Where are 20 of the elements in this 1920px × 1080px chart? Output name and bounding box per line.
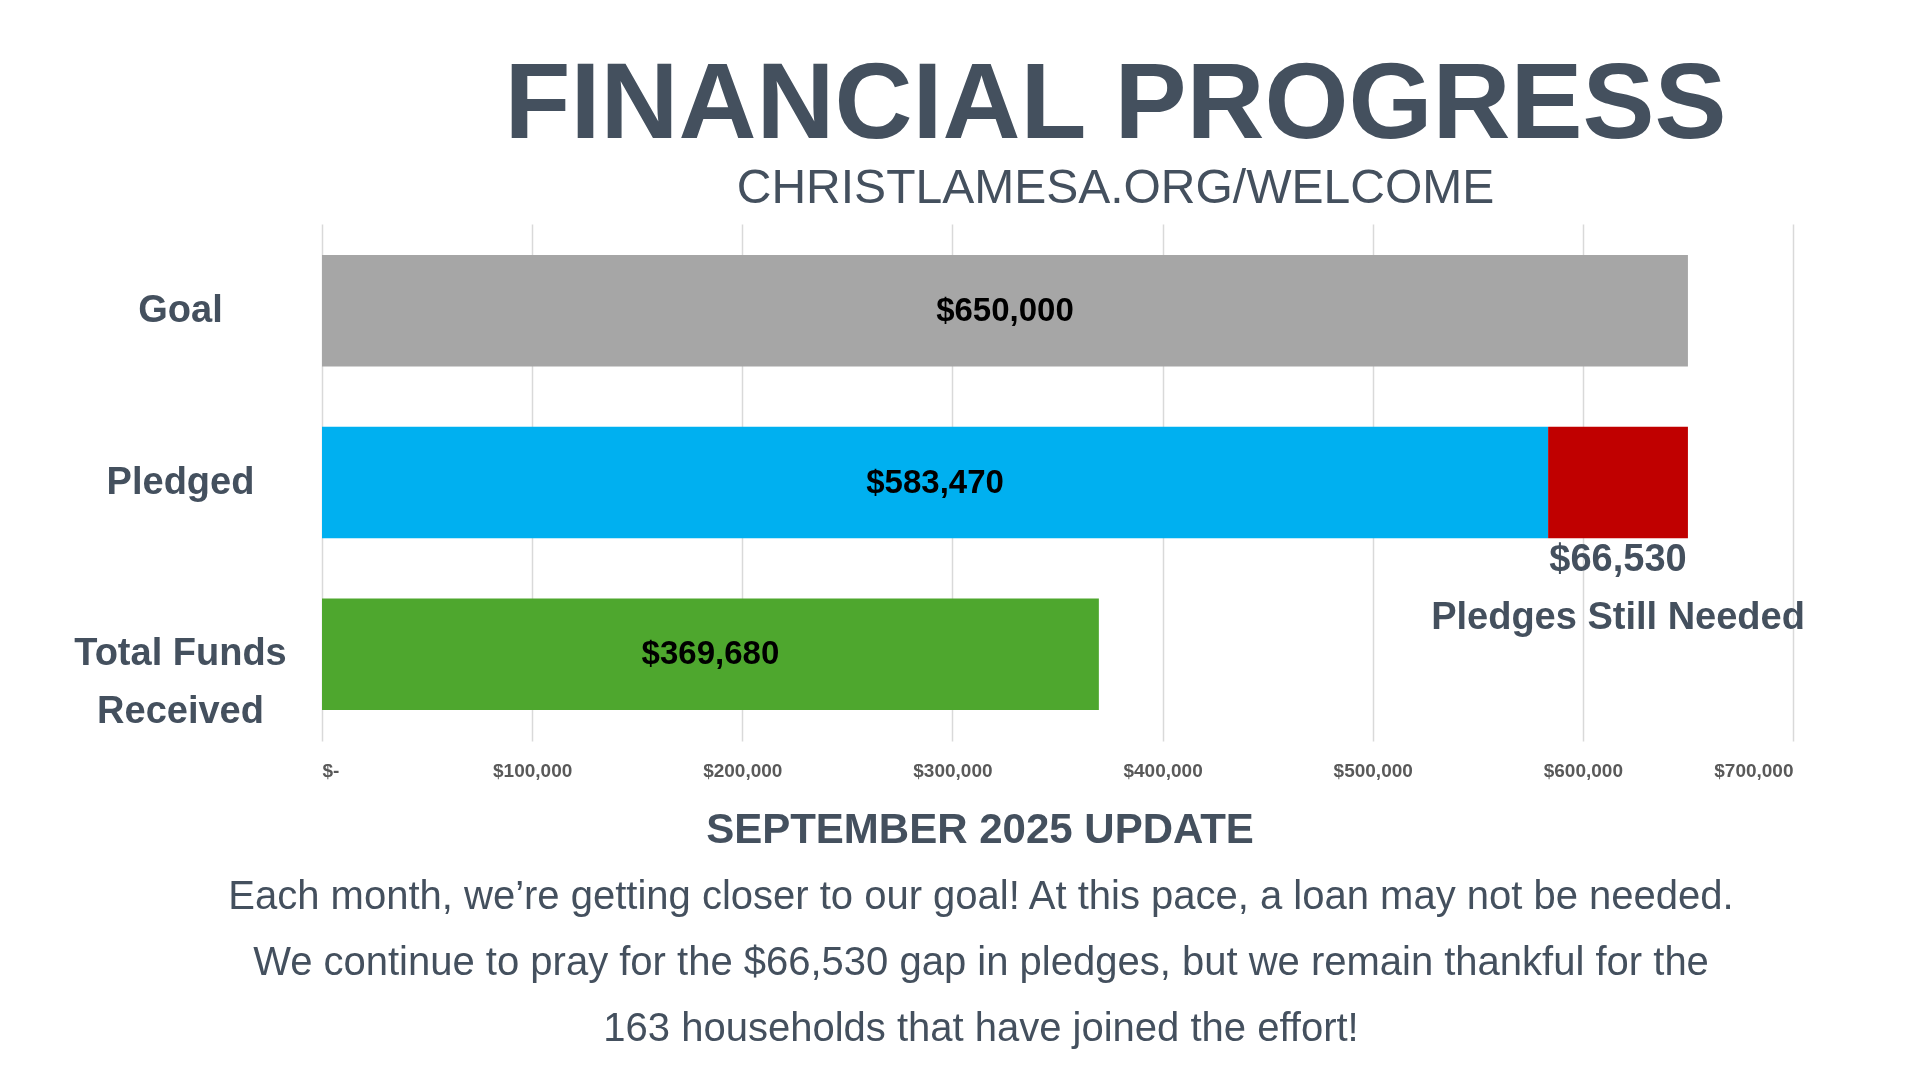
data-label: $66,530 — [1549, 536, 1687, 579]
y-tick-label: Pledged — [106, 459, 255, 502]
chart-subtitle: CHRISTLAMESA.ORG/WELCOME — [736, 160, 1495, 213]
text: SEPTEMBER 2025 UPDATE — [706, 805, 1254, 852]
chart-title: FINANCIAL PROGRESS — [504, 40, 1727, 161]
x-tick-label: $200,000 — [703, 759, 783, 781]
data-label: $369,680 — [641, 634, 780, 672]
x-tick-label: $100,000 — [493, 759, 573, 781]
x-tick-label: $300,000 — [913, 759, 993, 781]
x-tick-label: $500,000 — [1333, 759, 1413, 781]
y-tick-label: Total Funds Received — [74, 631, 287, 732]
text: Pledges Still Needed — [1431, 594, 1805, 637]
data-label: $583,470 — [866, 462, 1004, 500]
y-tick-label: Goal — [138, 287, 223, 330]
x-tick-label: $600,000 — [1543, 759, 1623, 781]
x-tick-label: $- — [322, 759, 340, 781]
data-label: $650,000 — [936, 290, 1074, 328]
x-tick-label: $700,000 — [1714, 759, 1794, 781]
x-tick-label: $400,000 — [1123, 759, 1203, 781]
text: Each month, we’re getting closer to our goal! At this pace, a loan may not be needed. We continue to pray for the $66,530 gap in pledges, but we remain thankful for the 163 households that have joined the effort! — [228, 873, 1734, 1049]
